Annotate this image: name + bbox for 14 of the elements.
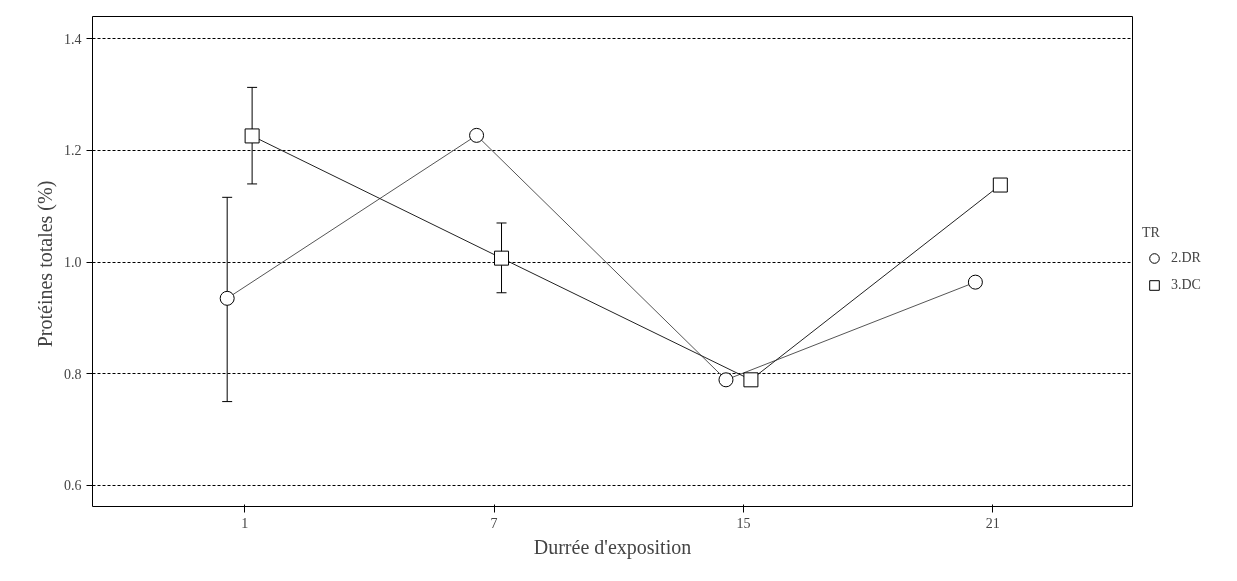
y-tick-label: 0.8 <box>64 366 82 382</box>
y-tick-label: 0.6 <box>64 478 82 494</box>
y-tick-label: 1.4 <box>64 31 82 47</box>
legend-title: TR <box>1142 225 1161 241</box>
y-axis-title: Protéines totales (%) <box>34 180 57 348</box>
y-tick-label: 1.0 <box>64 255 82 271</box>
legend-label: 2.DR <box>1171 250 1201 266</box>
x-axis-title: Durrée d'exposition <box>533 535 692 559</box>
legend-label: 3.DC <box>1171 277 1201 293</box>
x-tick-label: 21 <box>985 515 1000 531</box>
x-tick-label: 15 <box>736 515 751 531</box>
y-tick-label: 1.2 <box>64 143 82 159</box>
x-tick-label: 7 <box>490 515 498 531</box>
x-tick-label: 1 <box>241 515 249 531</box>
